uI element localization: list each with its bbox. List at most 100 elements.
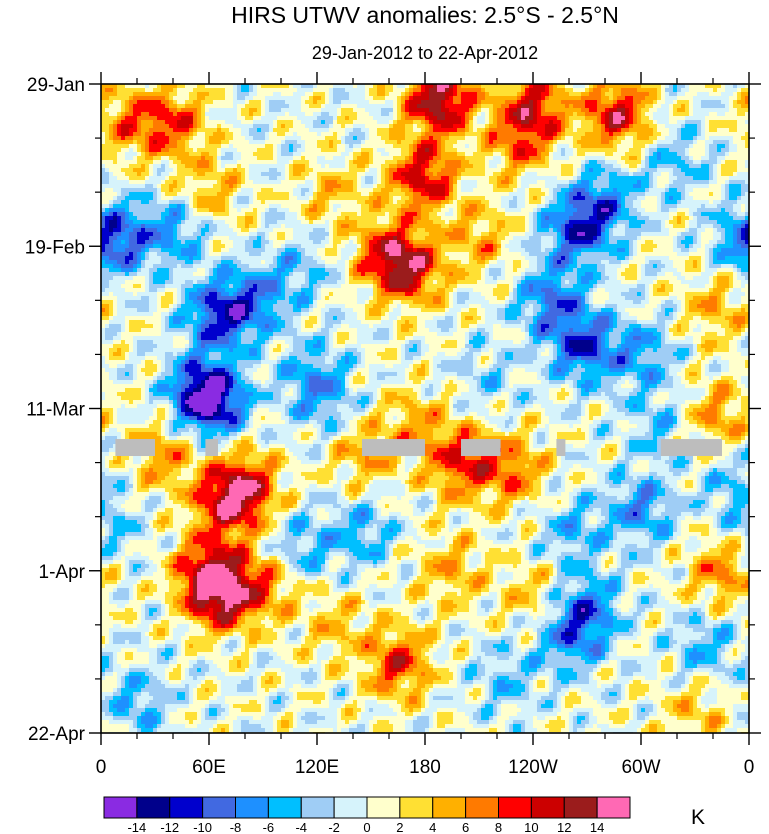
field-cell <box>197 104 202 109</box>
field-cell <box>469 116 474 121</box>
field-cell <box>617 112 622 117</box>
field-cell <box>229 120 234 125</box>
field-cell <box>189 92 194 97</box>
field-cell <box>725 96 730 101</box>
field-cell <box>513 88 518 93</box>
field-cell <box>373 116 378 121</box>
field-cell <box>513 96 518 101</box>
field-cell <box>289 88 294 93</box>
field-cell <box>329 116 334 121</box>
field-cell <box>521 88 526 93</box>
field-cell <box>397 116 402 121</box>
field-cell <box>373 112 378 117</box>
field-cell <box>633 100 638 105</box>
field-cell <box>657 88 662 93</box>
field-cell <box>109 104 114 109</box>
field-cell <box>433 116 438 121</box>
field-cell <box>669 100 674 105</box>
field-cell <box>309 124 314 129</box>
field-cell <box>569 112 574 117</box>
field-cell <box>581 100 586 105</box>
field-cell <box>241 96 246 101</box>
field-cell <box>485 104 490 109</box>
field-cell <box>593 108 598 113</box>
field-cell <box>329 100 334 105</box>
field-cell <box>321 96 326 101</box>
field-cell <box>661 88 666 93</box>
field-cell <box>125 108 130 113</box>
field-cell <box>353 88 358 93</box>
field-cell <box>709 108 714 113</box>
field-cell <box>373 88 378 93</box>
field-cell <box>697 92 702 97</box>
field-cell <box>577 96 582 101</box>
field-cell <box>353 108 358 113</box>
field-cell <box>229 96 234 101</box>
field-cell <box>225 112 230 117</box>
field-cell <box>281 96 286 101</box>
field-cell <box>693 108 698 113</box>
field-cell <box>117 92 122 97</box>
field-cell <box>485 120 490 125</box>
field-cell <box>397 120 402 125</box>
field-cell <box>349 112 354 117</box>
field-cell <box>597 88 602 93</box>
field-cell <box>109 92 114 97</box>
field-cell <box>533 104 538 109</box>
field-cell <box>669 96 674 101</box>
field-cell <box>333 96 338 101</box>
field-cell <box>393 124 398 129</box>
field-cell <box>437 104 442 109</box>
field-cell <box>709 112 714 117</box>
field-cell <box>337 88 342 93</box>
field-cell <box>201 124 206 129</box>
field-cell <box>293 112 298 117</box>
field-cell <box>561 120 566 125</box>
field-cell <box>505 120 510 125</box>
field-cell <box>157 116 162 121</box>
field-cell <box>373 124 378 129</box>
field-cell <box>697 100 702 105</box>
field-cell <box>361 108 366 113</box>
field-cell <box>453 120 458 125</box>
field-cell <box>145 100 150 105</box>
field-cell <box>653 104 658 109</box>
field-cell <box>557 112 562 117</box>
field-cell <box>361 88 366 93</box>
field-cell <box>557 88 562 93</box>
field-cell <box>601 88 606 93</box>
field-cell <box>685 88 690 93</box>
field-cell <box>329 88 334 93</box>
field-cell <box>249 120 254 125</box>
field-cell <box>105 124 110 129</box>
field-cell <box>225 116 230 121</box>
field-cell <box>613 96 618 101</box>
field-cell <box>701 88 706 93</box>
field-cell <box>733 96 738 101</box>
field-cell <box>421 96 426 101</box>
field-cell <box>441 120 446 125</box>
field-cell <box>613 120 618 125</box>
field-cell <box>717 112 722 117</box>
field-cell <box>661 92 666 97</box>
field-cell <box>125 100 130 105</box>
field-cell <box>465 112 470 117</box>
field-cell <box>193 108 198 113</box>
field-cell <box>157 88 162 93</box>
field-cell <box>249 100 254 105</box>
field-cell <box>601 108 606 113</box>
field-cell <box>713 116 718 121</box>
field-cell <box>161 112 166 117</box>
field-cell <box>141 112 146 117</box>
field-cell <box>509 96 514 101</box>
field-cell <box>157 108 162 113</box>
field-cell <box>493 104 498 109</box>
field-cell <box>729 92 734 97</box>
field-cell <box>569 88 574 93</box>
field-cell <box>117 116 122 121</box>
field-cell <box>197 88 202 93</box>
field-cell <box>309 116 314 121</box>
field-cell <box>357 120 362 125</box>
field-cell <box>201 116 206 121</box>
field-cell <box>661 96 666 101</box>
